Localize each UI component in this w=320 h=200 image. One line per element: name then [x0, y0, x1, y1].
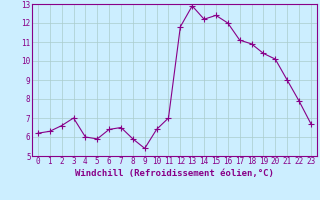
X-axis label: Windchill (Refroidissement éolien,°C): Windchill (Refroidissement éolien,°C) — [75, 169, 274, 178]
